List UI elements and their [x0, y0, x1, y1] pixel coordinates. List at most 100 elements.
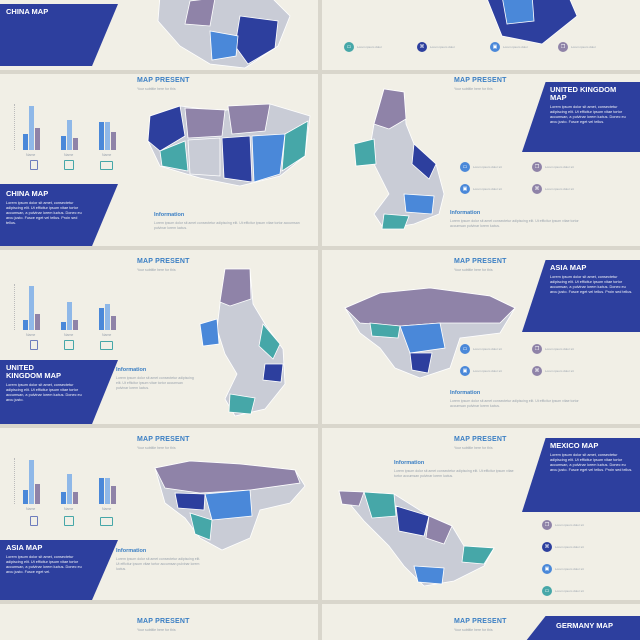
bar — [35, 484, 40, 504]
bar — [99, 478, 104, 504]
page-subtitle: Your subtitle here for this — [137, 268, 176, 272]
icon-item: ❐ Lorem ipsum dolor — [558, 42, 596, 52]
tablet-icon — [64, 340, 74, 350]
icon-item: ▭ Lorem ipsum dolor sit — [542, 586, 584, 596]
phone-icon — [30, 340, 38, 350]
china-map — [157, 0, 291, 69]
info-title: Information — [116, 367, 147, 373]
info-text: Lorem ipsum dolor sit amet consectetur a… — [450, 219, 579, 228]
uk-map — [353, 88, 445, 230]
briefcase-icon: ▣ — [490, 42, 500, 52]
page-title: MAP PRESENT — [137, 618, 190, 625]
china-panel: CHINA MAP Lorem ipsum dolor sit amet, co… — [0, 184, 118, 246]
book-icon: ❐ — [558, 42, 568, 52]
bar-chart — [14, 284, 125, 330]
bar — [35, 128, 40, 150]
panel-title: UNITED KINGDOM MAP — [550, 85, 617, 102]
bar — [73, 320, 78, 330]
information-block: Information Lorem ipsum dolor sit amet c… — [154, 212, 304, 231]
information-block: Information Lorem ipsum dolor sit amet c… — [116, 548, 202, 572]
page-title: MAP PRESENT — [454, 77, 507, 84]
map-fragment — [487, 0, 578, 45]
image-icon: ▭ — [344, 42, 354, 52]
page-title: MAP PRESENT — [137, 77, 190, 84]
briefcase-icon: ▣ — [542, 564, 552, 574]
information-block: Information Lorem ipsum dolor sit amet c… — [394, 460, 514, 479]
panel-title: MEXICO MAP — [550, 441, 599, 450]
icon-item: ▭ Lorem ipsum dolor sit — [460, 344, 502, 354]
asia-panel: ASIA MAP Lorem ipsum dolor sit amet, con… — [0, 540, 118, 600]
page-subtitle: Your subtitle here for this — [454, 628, 493, 632]
page-subtitle: Your subtitle here for this — [137, 628, 176, 632]
icon-item: ▣ Lorem ipsum dolor sit — [460, 184, 502, 194]
bar — [99, 122, 104, 150]
info-title: Information — [450, 390, 481, 396]
bar — [67, 120, 72, 150]
info-text: Lorem ipsum dolor sit amet consectetur a… — [450, 399, 579, 408]
briefcase-icon: ▣ — [460, 184, 470, 194]
panel-title: UNITED KINGDOM MAP — [6, 363, 61, 380]
page-title: MAP PRESENT — [454, 258, 507, 265]
panel-text: Lorem ipsum dolor sit amet, consectetur … — [550, 275, 633, 294]
image-icon: ▭ — [460, 162, 470, 172]
uk-map — [199, 268, 286, 417]
image-icon: ▭ — [460, 344, 470, 354]
bar-chart — [14, 458, 125, 504]
page-title: MAP PRESENT — [137, 436, 190, 443]
panel-title: CHINA MAP — [6, 7, 49, 16]
uk-panel: UNITED KINGDOM MAP Lorem ipsum dolor sit… — [0, 360, 118, 424]
icon-item: ▭ Lorem ipsum dolor — [344, 42, 382, 52]
icon-item: ⌘ Lorem ipsum dolor sit — [532, 184, 574, 194]
bar — [111, 486, 116, 504]
bar-chart — [14, 104, 125, 150]
bar — [73, 138, 78, 150]
icon-item: ❐ Lorem ipsum dolor sit — [532, 162, 574, 172]
information-block: Information Lorem ipsum dolor sit amet c… — [450, 210, 590, 229]
briefcase-icon: ▣ — [460, 366, 470, 376]
page-title: MAP PRESENT — [454, 436, 507, 443]
slide-asia-map-left: MAP PRESENT Your subtitle here for this … — [0, 428, 318, 600]
bar — [99, 308, 104, 330]
bar — [111, 132, 116, 150]
germany-panel: GERMANY MAP — [522, 616, 640, 640]
icon-item: ▭ Lorem ipsum dolor sit — [460, 162, 502, 172]
bar — [29, 106, 34, 150]
bar — [29, 286, 34, 330]
panel-text: Lorem ipsum dolor sit amet, consectetur … — [550, 105, 626, 124]
monitor-icon — [100, 341, 113, 350]
info-title: Information — [450, 210, 481, 216]
info-text: Lorem ipsum dolor sit amet consectetur a… — [154, 221, 300, 230]
page-title: MAP PRESENT — [137, 258, 190, 265]
page-title: MAP PRESENT — [454, 618, 507, 625]
icon-item: ⌘ Lorem ipsum dolor sit — [532, 366, 574, 376]
icon-item: ❐ Lorem ipsum dolor sit — [542, 520, 584, 530]
bar — [73, 492, 78, 504]
monitor-icon — [100, 517, 113, 526]
slide-china-map-top: CHINA MAP — [0, 0, 318, 70]
panel-text: Lorem ipsum dolor sit amet, consectetur … — [550, 453, 633, 472]
asia-map — [344, 287, 516, 379]
bar — [105, 304, 110, 330]
icon-item: ⌘ Lorem ipsum dolor sit — [542, 542, 584, 552]
slide-china-map: MAP PRESENT Your subtitle here for this … — [0, 74, 318, 246]
org-chart-icon: ⌘ — [532, 366, 542, 376]
canada-map — [147, 103, 311, 187]
bar — [105, 478, 110, 504]
china-panel: CHINA MAP — [0, 4, 118, 66]
mexico-map — [338, 490, 495, 587]
info-title: Information — [394, 460, 425, 466]
org-chart-icon: ⌘ — [417, 42, 427, 52]
slide-bottom-left: MAP PRESENT Your subtitle here for this — [0, 604, 318, 640]
icon-item: ❐ Lorem ipsum dolor sit — [532, 344, 574, 354]
page-subtitle: Your subtitle here for this — [454, 268, 493, 272]
panel-text: Lorem ipsum dolor sit amet, consectetur … — [6, 555, 82, 574]
slide-uk-map-left: MAP PRESENT Your subtitle here for this … — [0, 250, 318, 424]
slide-uk-map-right: MAP PRESENT Your subtitle here for this … — [322, 74, 640, 246]
monitor-icon — [100, 161, 113, 170]
bar — [61, 322, 66, 330]
icon-item: ▣ Lorem ipsum dolor — [490, 42, 528, 52]
org-chart-icon: ⌘ — [542, 542, 552, 552]
bar — [105, 122, 110, 150]
tablet-icon — [64, 160, 74, 170]
slide-germany-map: MAP PRESENT Your subtitle here for this … — [322, 604, 640, 640]
